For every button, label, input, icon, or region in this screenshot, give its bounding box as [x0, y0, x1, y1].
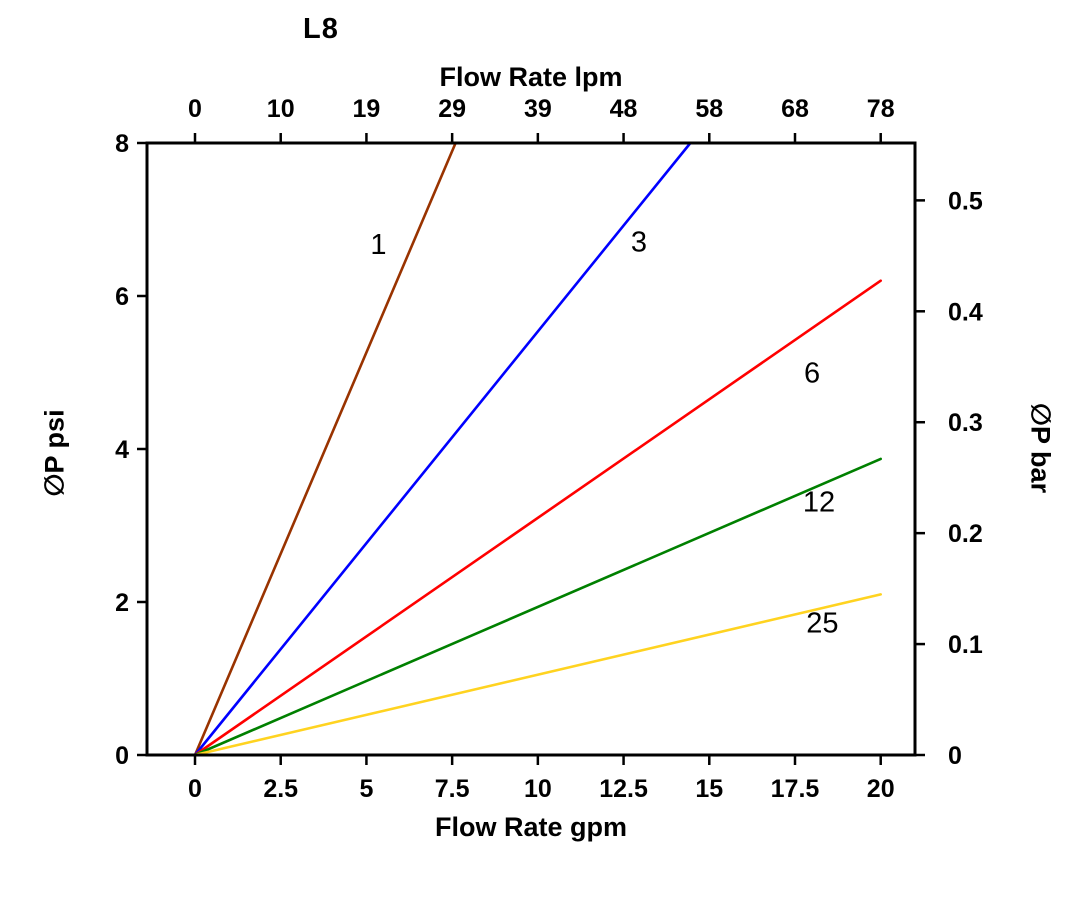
series-line-1 [193, 141, 457, 757]
x-tick-label-gpm: 7.5 [435, 775, 470, 803]
y-tick-label-psi: 2 [115, 589, 129, 617]
series-line-3 [193, 141, 692, 757]
y-tick-label-bar: 0.2 [948, 520, 983, 548]
y-tick-label-psi: 0 [115, 742, 129, 770]
x-tick-label-gpm: 10 [524, 775, 552, 803]
plot-border [145, 141, 917, 757]
x-tick-label-lpm: 19 [353, 95, 381, 123]
series-line-6 [193, 279, 883, 757]
x-tick-label-gpm: 2.5 [263, 775, 298, 803]
x-tick-label-gpm: 15 [695, 775, 723, 803]
x-tick-label-gpm: 0 [188, 775, 202, 803]
x-tick-label-lpm: 0 [188, 95, 202, 123]
series-line-25 [193, 593, 883, 757]
y-tick-label-psi: 6 [115, 283, 129, 311]
x-tick-label-lpm: 29 [438, 95, 466, 123]
x-tick-label-lpm: 68 [781, 95, 809, 123]
x-tick-label-lpm: 58 [695, 95, 723, 123]
y-tick-label-bar: 0 [948, 742, 962, 770]
x-tick-label-gpm: 5 [359, 775, 373, 803]
chart-title: L8 [303, 13, 339, 45]
x-tick-label-lpm: 48 [610, 95, 638, 123]
series-line-12 [193, 457, 883, 757]
series-label-6: 6 [804, 357, 820, 389]
x-axis-title-bottom: Flow Rate gpm [434, 812, 627, 842]
series-label-3: 3 [631, 227, 647, 259]
y-tick-label-bar: 0.4 [948, 298, 983, 326]
y-tick-label-bar: 0.1 [948, 631, 983, 659]
y-tick-label-psi: 8 [115, 130, 129, 158]
series-label-25: 25 [806, 608, 838, 640]
y-tick-label-psi: 4 [115, 436, 129, 464]
x-tick-label-gpm: 12.5 [599, 775, 648, 803]
x-tick-label-lpm: 10 [267, 95, 295, 123]
series-label-1: 1 [370, 229, 386, 261]
x-tick-label-gpm: 20 [867, 775, 895, 803]
y-tick-label-bar: 0.3 [948, 409, 983, 437]
x-tick-label-lpm: 39 [524, 95, 552, 123]
series-label-12: 12 [803, 487, 835, 519]
x-tick-label-gpm: 17.5 [771, 775, 820, 803]
x-axis-title-top: Flow Rate lpm [439, 62, 623, 92]
y-tick-label-bar: 0.5 [948, 187, 983, 215]
x-tick-label-lpm: 78 [867, 95, 895, 123]
